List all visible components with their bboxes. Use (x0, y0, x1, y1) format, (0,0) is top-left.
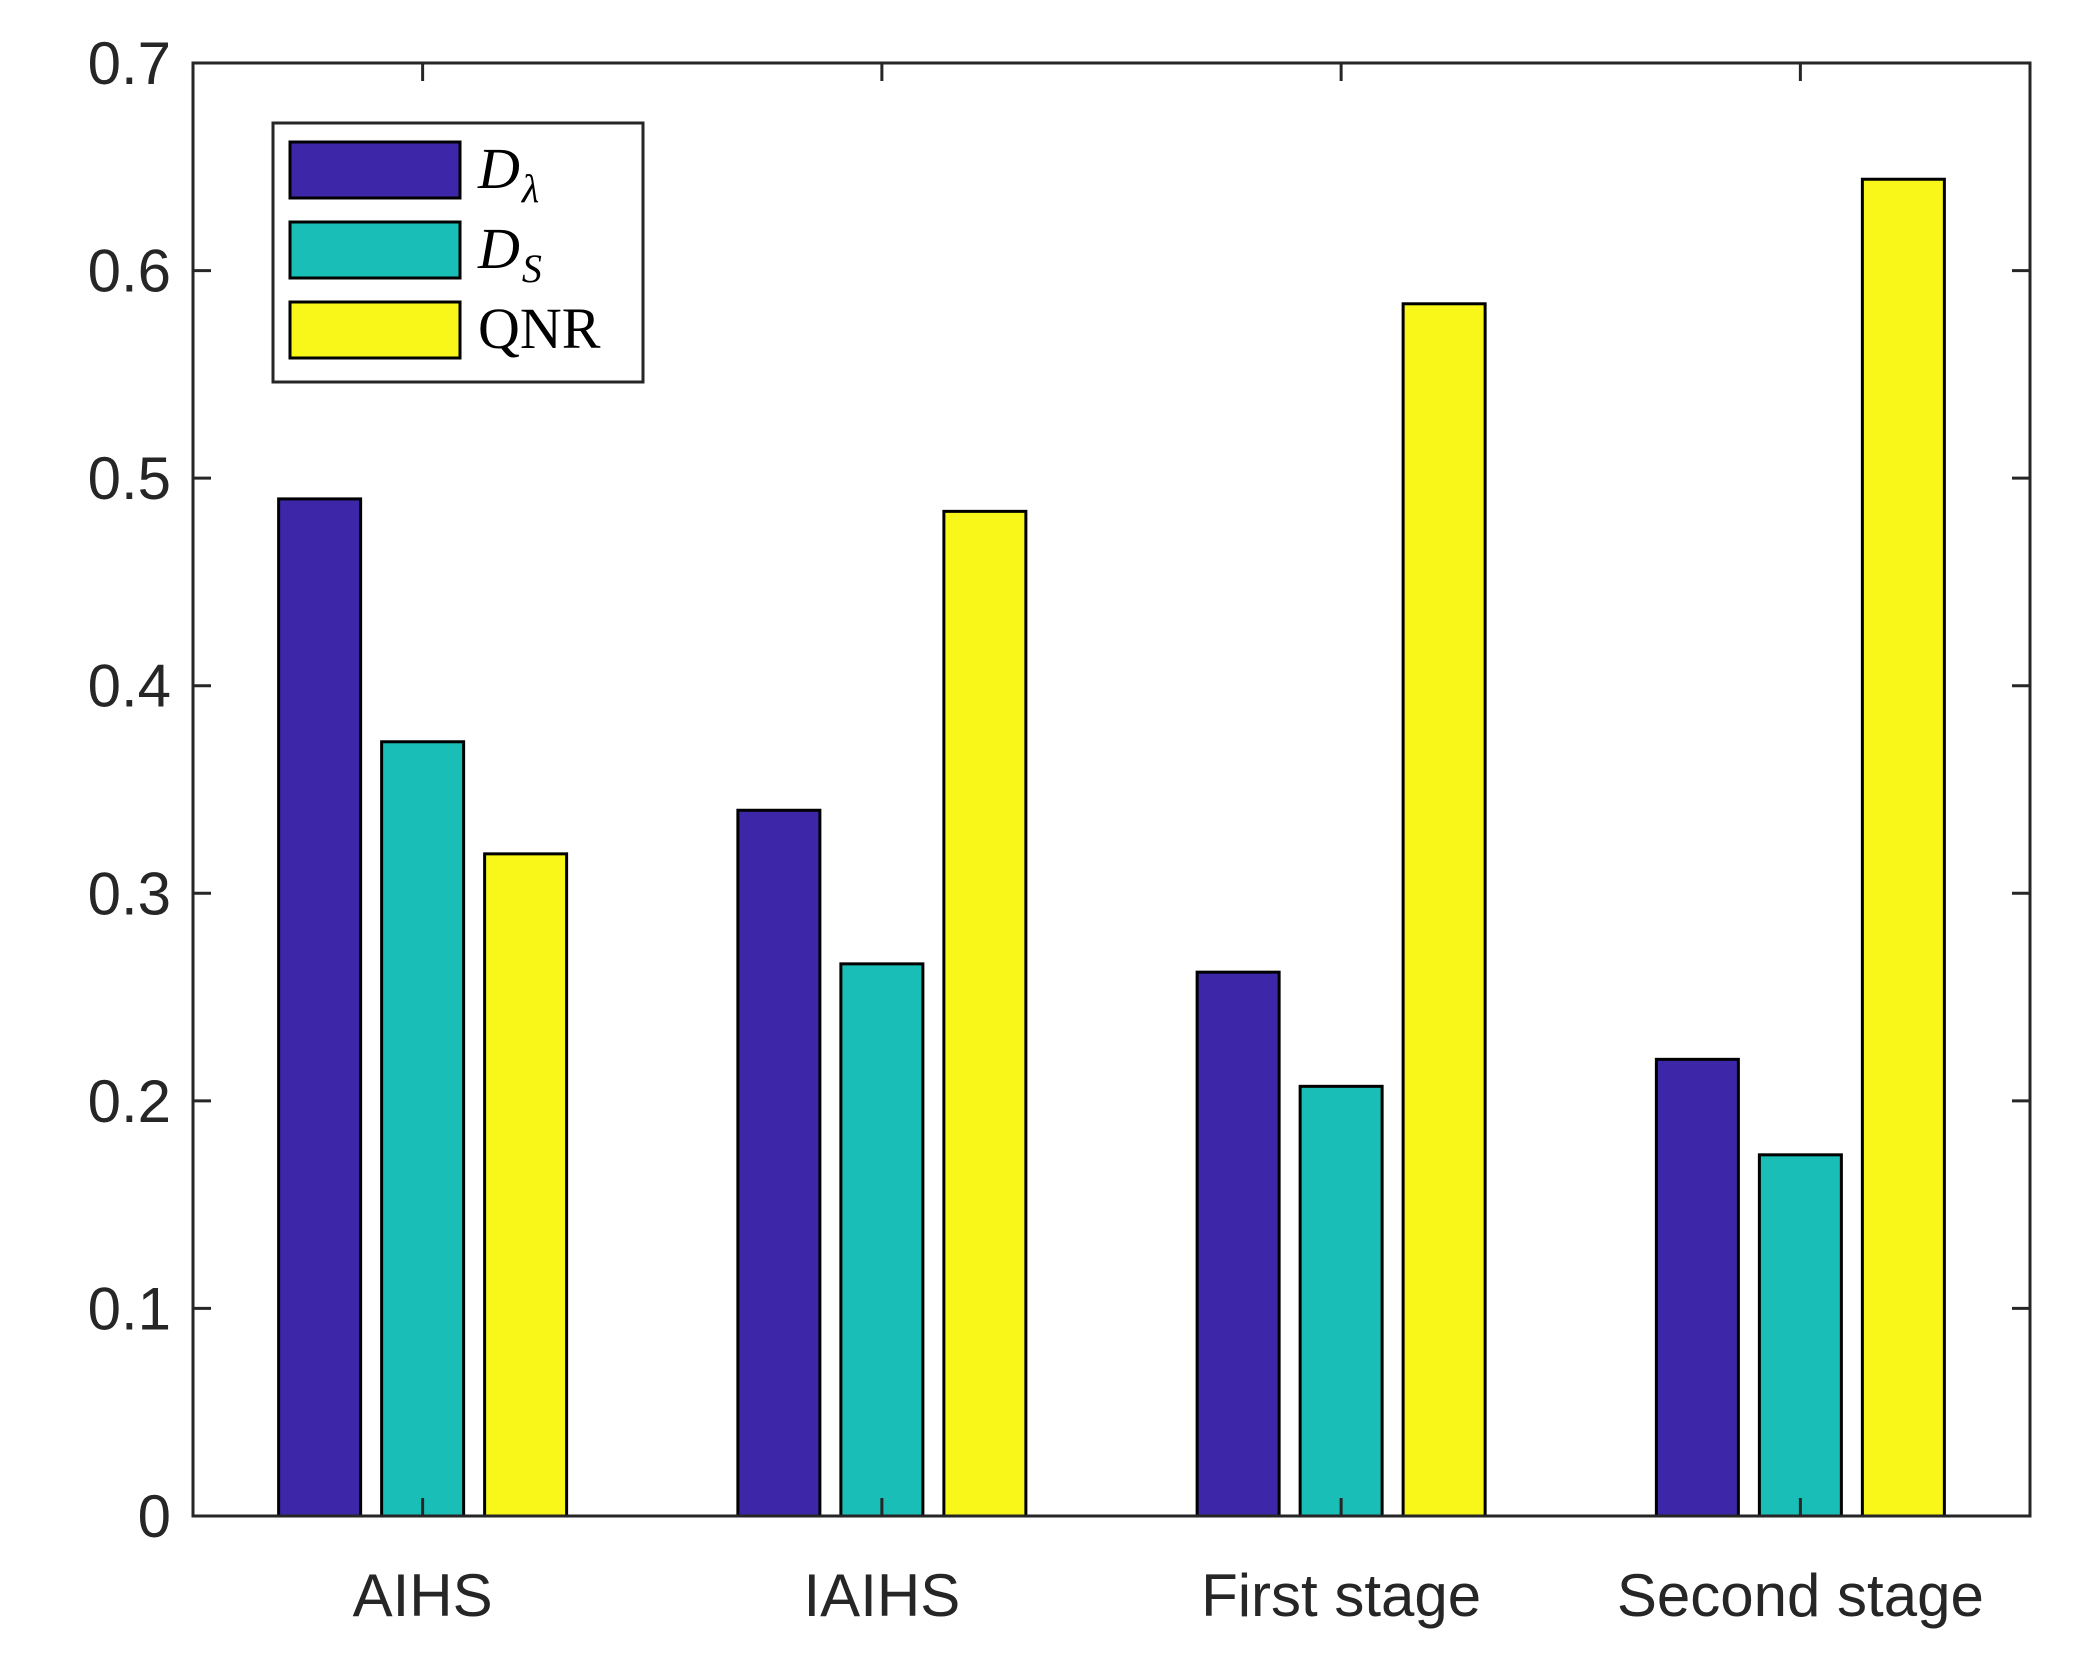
y-tick-label: 0.1 (88, 1275, 171, 1342)
y-tick-label: 0.3 (88, 860, 171, 927)
bar-aihs-d (277, 497, 363, 1518)
x-tick-labels: AIHS IAIHS First stage Second stage (353, 1562, 1984, 1629)
bar-iaihs-d (736, 808, 822, 1518)
x-tick-label: AIHS (353, 1562, 493, 1629)
bars-layer (277, 177, 1946, 1518)
bar-iaihs-ds (839, 962, 925, 1518)
legend-label-ds: DS (477, 216, 542, 291)
y-tick-labels: 0 0.1 0.2 0.3 0.4 0.5 0.6 0.7 (88, 30, 171, 1550)
y-tick-label: 0.7 (88, 30, 171, 97)
legend-swatch-ds (288, 220, 462, 280)
bar-second-stage-d (1654, 1057, 1740, 1518)
legend-swatch-qnr (288, 300, 462, 360)
x-tick-label: IAIHS (804, 1562, 961, 1629)
y-tick-label: 0.5 (88, 445, 171, 512)
bar-second-stage-ds (1757, 1153, 1843, 1518)
legend-swatch-d (288, 140, 462, 200)
y-tick-label: 0.2 (88, 1068, 171, 1135)
y-tick-label: 0.4 (88, 653, 171, 720)
bar-first-stage-qnr (1401, 302, 1487, 1518)
bar-first-stage-d (1195, 970, 1281, 1518)
bar-first-stage-ds (1298, 1084, 1384, 1518)
y-tick-label: 0.6 (88, 238, 171, 305)
x-tick-label: Second stage (1617, 1562, 1984, 1629)
y-tick-label: 0 (138, 1483, 171, 1550)
bar-iaihs-qnr (942, 509, 1028, 1518)
legend-label-qnr: QNR (478, 296, 601, 361)
bar-aihs-qnr (483, 852, 569, 1518)
plot-frame (191, 61, 2032, 1518)
x-tick-label: First stage (1201, 1562, 1481, 1629)
bar-aihs-ds (380, 740, 466, 1518)
bar-second-stage-qnr (1860, 177, 1946, 1518)
legend-label-d: Dλ (477, 136, 539, 211)
